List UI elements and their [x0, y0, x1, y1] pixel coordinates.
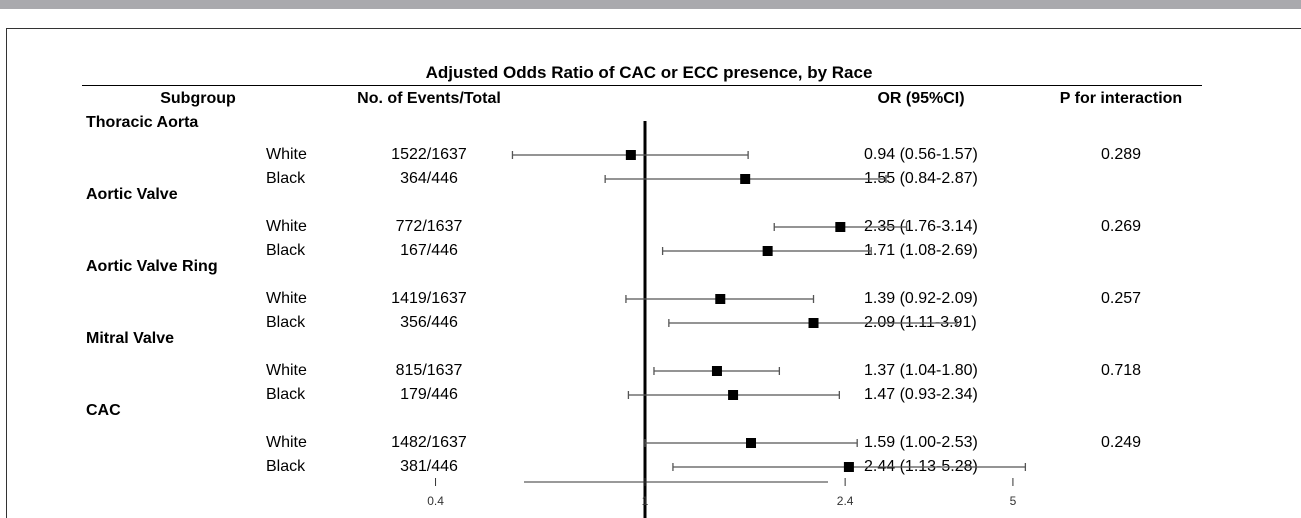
or-point-marker	[715, 294, 726, 304]
or-point-marker	[746, 438, 757, 448]
race-label: Black	[266, 386, 306, 403]
or-point-marker	[808, 318, 819, 328]
p-interaction-value: 0.257	[1100, 290, 1142, 307]
header-rule	[82, 85, 1202, 86]
p-interaction-value: 0.718	[1100, 362, 1142, 379]
events-value: 179/446	[400, 386, 458, 403]
group-label: Thoracic Aorta	[86, 114, 199, 131]
or-ci-value: 1.59 (1.00-2.53)	[864, 434, 978, 451]
frame-left-border	[6, 28, 7, 518]
p-interaction-value: 0.289	[1100, 146, 1142, 163]
or-point-marker	[711, 366, 722, 376]
or-ci-value: 1.55 (0.84-2.87)	[864, 170, 978, 187]
or-ci-value: 1.47 (0.93-2.34)	[864, 386, 978, 403]
chart-title: Adjusted Odds Ratio of CAC or ECC presen…	[425, 63, 873, 82]
group-label: Aortic Valve Ring	[86, 258, 218, 275]
race-label: White	[266, 290, 307, 307]
or-point-marker	[843, 462, 854, 472]
x-tick-label: 2.4	[837, 494, 854, 508]
group-label: Aortic Valve	[86, 186, 178, 203]
race-label: Black	[266, 458, 306, 475]
events-value: 815/1637	[395, 362, 463, 379]
top-bar	[0, 0, 1301, 9]
x-tick-label: 0.4	[427, 494, 444, 508]
events-value: 1522/1637	[391, 146, 467, 163]
or-point-marker	[625, 150, 636, 160]
group-label: CAC	[86, 402, 121, 419]
or-ci-value: 2.35 (1.76-3.14)	[864, 218, 978, 235]
group-label: Mitral Valve	[86, 330, 175, 347]
events-value: 356/446	[400, 314, 458, 331]
race-label: Black	[266, 242, 306, 259]
events-value: 1482/1637	[391, 434, 467, 451]
or-point-marker	[740, 174, 751, 184]
events-value: 1419/1637	[391, 290, 467, 307]
x-tick-label: 5	[1010, 494, 1017, 508]
or-point-marker	[762, 246, 773, 256]
events-value: 772/1637	[395, 218, 463, 235]
or-ci-value: 1.71 (1.08-2.69)	[864, 242, 978, 259]
header-events: No. of Events/Total	[357, 90, 501, 107]
events-value: 364/446	[400, 170, 458, 187]
p-interaction-value: 0.249	[1100, 434, 1142, 451]
race-label: White	[266, 434, 307, 451]
or-ci-value: 1.37 (1.04-1.80)	[864, 362, 978, 379]
frame-top-border	[6, 28, 1301, 29]
or-point-marker	[728, 390, 739, 400]
race-label: Black	[266, 314, 306, 331]
or-ci-value: 1.39 (0.92-2.09)	[864, 290, 978, 307]
events-value: 381/446	[400, 458, 458, 475]
header-or: OR (95%CI)	[877, 90, 965, 107]
or-ci-value: 0.94 (0.56-1.57)	[864, 146, 978, 163]
p-interaction-value: 0.269	[1100, 218, 1142, 235]
header-subgroup: Subgroup	[160, 90, 236, 107]
events-value: 167/446	[400, 242, 458, 259]
race-label: White	[266, 362, 307, 379]
or-point-marker	[835, 222, 846, 232]
race-label: Black	[266, 170, 306, 187]
race-label: White	[266, 218, 307, 235]
x-tick-label: 1	[642, 494, 649, 508]
race-label: White	[266, 146, 307, 163]
header-p: P for interaction	[1059, 90, 1183, 107]
